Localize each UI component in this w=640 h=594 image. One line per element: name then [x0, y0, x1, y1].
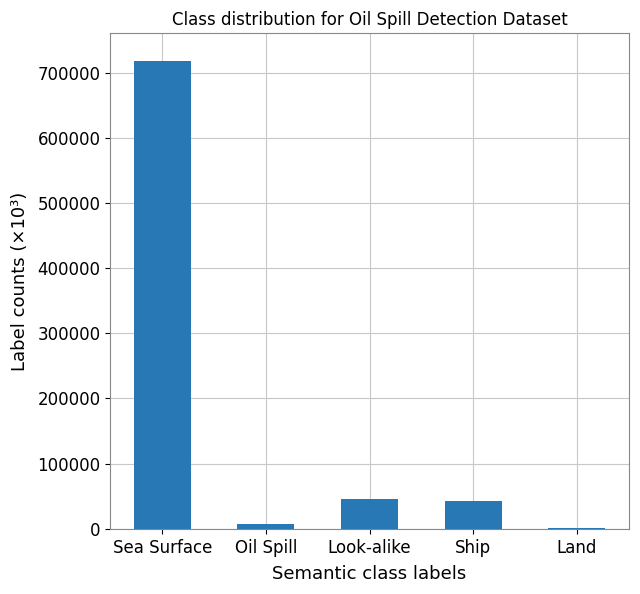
Bar	[134, 61, 191, 529]
Y-axis label: Label counts (×10³): Label counts (×10³)	[11, 191, 29, 371]
Bar	[237, 524, 294, 529]
Bar	[445, 501, 502, 529]
Bar	[548, 528, 605, 529]
X-axis label: Semantic class labels: Semantic class labels	[273, 565, 467, 583]
Title: Class distribution for Oil Spill Detection Dataset: Class distribution for Oil Spill Detecti…	[172, 11, 568, 29]
Bar	[341, 499, 398, 529]
